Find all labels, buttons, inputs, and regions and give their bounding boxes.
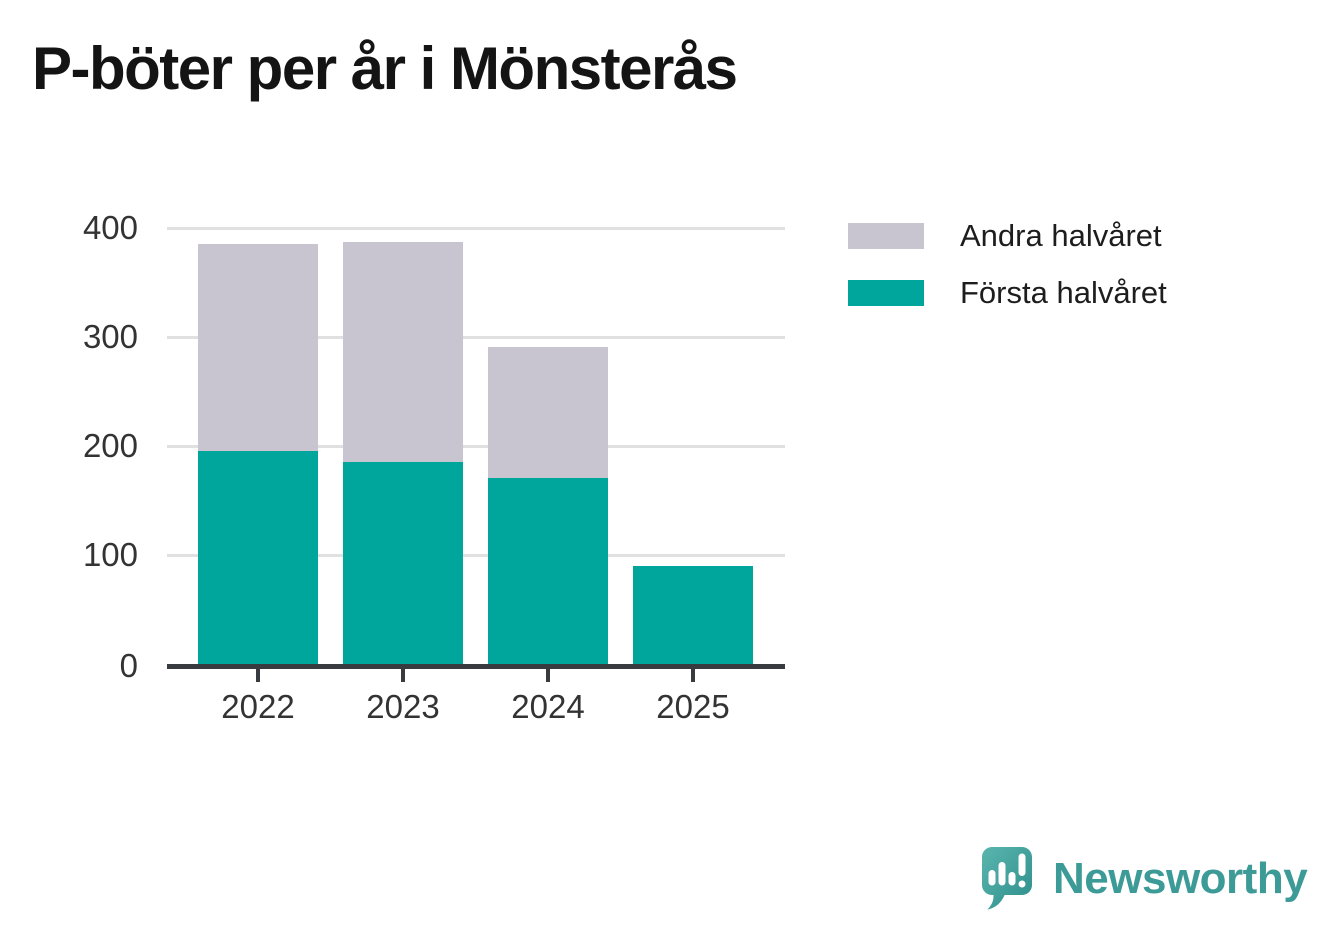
y-gridline-300 <box>167 335 785 339</box>
x-axis-tick-2024 <box>546 669 550 682</box>
brand-wordmark: Newsworthy <box>1053 853 1308 903</box>
legend-swatch-andra-halvaret <box>848 222 924 249</box>
y-axis-label-0: 0 <box>119 647 138 684</box>
logo-bar-small-icon <box>988 870 996 886</box>
x-axis-label-2023: 2023 <box>366 688 440 725</box>
y-gridline-200 <box>167 444 785 448</box>
x-axis-label-2025: 2025 <box>656 688 730 725</box>
logo-bar-tall-icon <box>998 862 1006 886</box>
y-axis-label-400: 400 <box>82 209 138 246</box>
x-axis-label-2024: 2024 <box>511 688 585 725</box>
page-title: P-böter per år i Mönsterås <box>32 35 738 102</box>
x-axis-tick-2022 <box>256 669 260 682</box>
bar-2024-andra-halv-ret <box>488 347 608 478</box>
bar-2025-f-rsta-halv-ret <box>633 566 753 664</box>
brand-footer: Newsworthy <box>982 847 1308 910</box>
bar-2024-f-rsta-halv-ret <box>488 478 608 664</box>
legend-label-andra-halvaret: Andra halvåret <box>960 218 1162 253</box>
bar-2023-andra-halv-ret <box>343 242 463 462</box>
x-axis-tick-2025 <box>691 669 695 682</box>
logo-exclamation-bar-icon <box>1018 853 1026 876</box>
y-axis-label-300: 300 <box>82 318 138 355</box>
legend-swatch-forsta-halvaret <box>848 279 924 306</box>
logo-bar-medium-icon <box>1008 872 1016 886</box>
x-axis-label-2022: 2022 <box>221 688 295 725</box>
newsworthy-logo-icon <box>982 847 1032 910</box>
bar-2022-andra-halv-ret <box>198 244 318 451</box>
y-gridline-400 <box>167 226 785 230</box>
y-axis-label-200: 200 <box>82 427 138 464</box>
x-axis-line <box>167 664 785 669</box>
logo-exclamation-dot-icon <box>1018 880 1026 888</box>
x-axis-tick-2023 <box>401 669 405 682</box>
y-axis-label-100: 100 <box>82 536 138 573</box>
legend-label-forsta-halvaret: Första halvåret <box>960 275 1167 310</box>
legend-item-andra-halvaret: Andra halvåret <box>848 220 1162 251</box>
bar-2023-f-rsta-halv-ret <box>343 462 463 664</box>
legend-item-forsta-halvaret: Första halvåret <box>848 277 1167 308</box>
bar-2022-f-rsta-halv-ret <box>198 451 318 664</box>
y-gridline-100 <box>167 553 785 557</box>
